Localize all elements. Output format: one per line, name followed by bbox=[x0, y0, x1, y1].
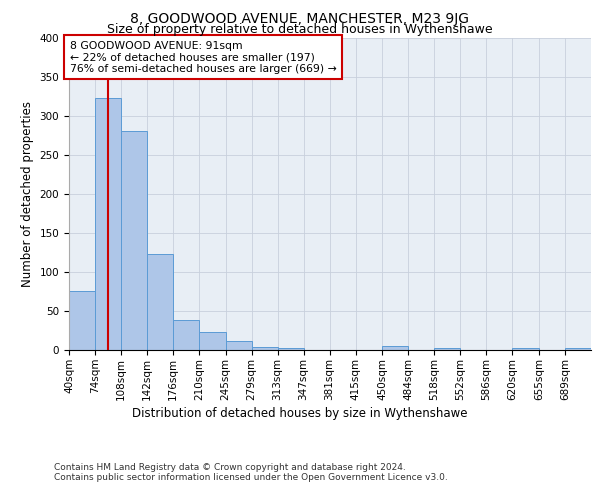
Bar bbox=[512, 348, 539, 350]
Text: Distribution of detached houses by size in Wythenshawe: Distribution of detached houses by size … bbox=[132, 408, 468, 420]
Bar bbox=[69, 292, 95, 350]
Text: 8, GOODWOOD AVENUE, MANCHESTER, M23 9JG: 8, GOODWOOD AVENUE, MANCHESTER, M23 9JG bbox=[131, 12, 470, 26]
Bar bbox=[226, 342, 251, 350]
Text: 8 GOODWOOD AVENUE: 91sqm
← 22% of detached houses are smaller (197)
76% of semi-: 8 GOODWOOD AVENUE: 91sqm ← 22% of detach… bbox=[70, 40, 337, 74]
Bar bbox=[199, 332, 226, 350]
Bar bbox=[173, 320, 199, 350]
Bar bbox=[565, 348, 591, 350]
Bar bbox=[147, 254, 173, 350]
Text: Contains public sector information licensed under the Open Government Licence v3: Contains public sector information licen… bbox=[54, 474, 448, 482]
Bar bbox=[121, 131, 147, 350]
Bar bbox=[95, 98, 121, 350]
Bar bbox=[251, 347, 278, 350]
Bar bbox=[382, 346, 409, 350]
Bar bbox=[434, 348, 460, 350]
Y-axis label: Number of detached properties: Number of detached properties bbox=[21, 101, 34, 287]
Bar bbox=[278, 348, 304, 350]
Text: Size of property relative to detached houses in Wythenshawe: Size of property relative to detached ho… bbox=[107, 22, 493, 36]
Text: Contains HM Land Registry data © Crown copyright and database right 2024.: Contains HM Land Registry data © Crown c… bbox=[54, 462, 406, 471]
